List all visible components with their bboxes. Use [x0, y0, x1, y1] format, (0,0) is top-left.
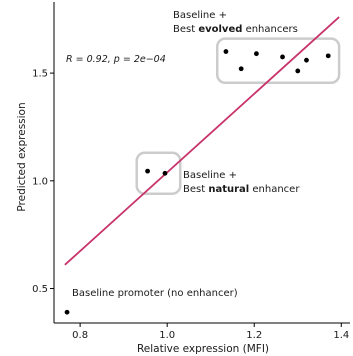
evolved-label-line2: Best evolved enhancers: [173, 24, 298, 35]
natural-label-prefix: Best: [183, 184, 208, 195]
x-axis-ticks: 0.8 1.0 1.2 1.4: [72, 323, 349, 341]
baseline-promoter-label: Baseline promoter (no enhancer): [72, 288, 238, 299]
x-tick-label: 1.4: [333, 330, 349, 341]
y-tick-label: 1.5: [32, 69, 48, 80]
data-point: [64, 309, 70, 315]
evolved-enhancers-box: [215, 37, 341, 85]
natural-label-line2: Best natural enhancer: [183, 184, 300, 195]
data-point: [295, 68, 301, 74]
data-points: [64, 49, 331, 315]
y-axis-title: Predicted expression: [16, 102, 28, 211]
data-point: [280, 54, 285, 60]
evolved-label-suffix: enhancers: [242, 24, 297, 35]
evolved-label-bold: evolved: [198, 24, 242, 35]
evolved-label-line1: Baseline +: [173, 10, 227, 21]
x-axis-title: Relative expression (MFI): [137, 343, 269, 355]
data-point: [238, 66, 244, 72]
x-tick-label: 1.2: [246, 330, 262, 341]
natural-enhancer-box: [135, 151, 182, 195]
plot-layer: [64, 16, 341, 315]
data-point: [145, 168, 150, 174]
natural-label-suffix: enhancer: [249, 184, 300, 195]
y-tick-label: 0.5: [32, 284, 48, 295]
y-axis-ticks: 0.5 1.0 1.5: [32, 69, 54, 295]
regression-line: [64, 16, 340, 266]
x-tick-label: 0.8: [72, 330, 88, 341]
data-point: [304, 57, 309, 63]
data-point: [325, 53, 331, 59]
data-point: [254, 51, 259, 57]
evolved-label-prefix: Best: [173, 24, 198, 35]
natural-label-line1: Baseline +: [183, 170, 237, 181]
natural-label-bold: natural: [208, 184, 249, 195]
y-tick-label: 1.0: [32, 176, 48, 187]
x-tick-label: 1.0: [159, 330, 175, 341]
data-point: [223, 49, 229, 54]
data-point: [162, 170, 168, 176]
correlation-stat: R = 0.92, p = 2e−04: [66, 54, 166, 65]
